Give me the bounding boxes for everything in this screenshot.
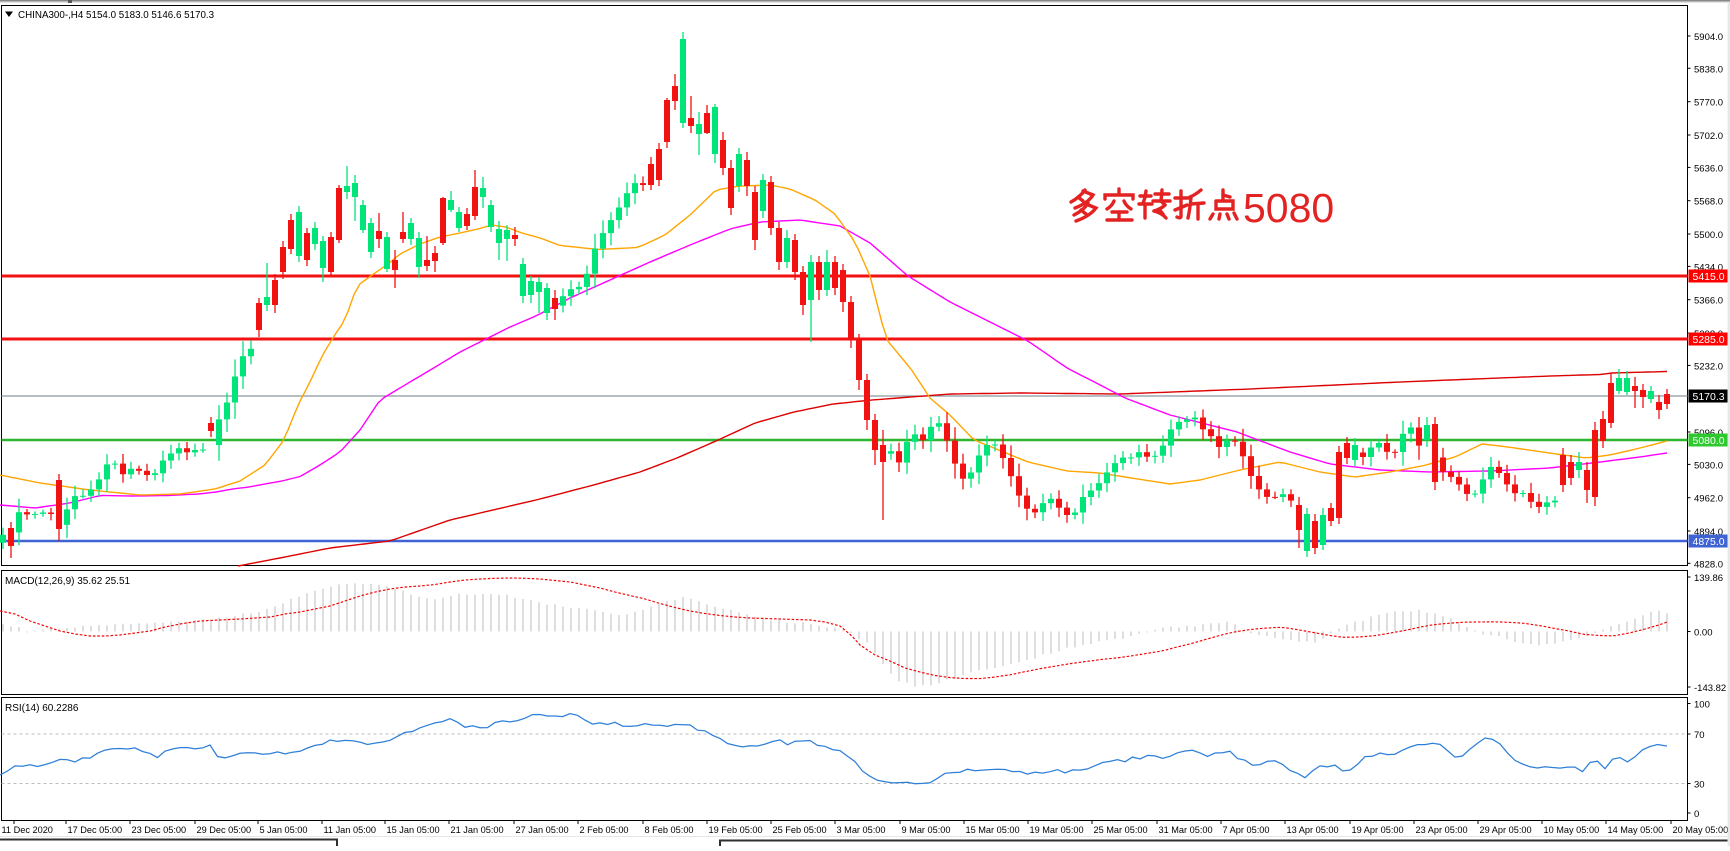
svg-text:9 Mar 05:00: 9 Mar 05:00 — [902, 825, 951, 835]
svg-text:5080: 5080 — [1243, 185, 1334, 231]
svg-text:11 Dec 2020: 11 Dec 2020 — [2, 825, 53, 835]
svg-text:21 Jan 05:00: 21 Jan 05:00 — [451, 825, 504, 835]
svg-text:5285.0: 5285.0 — [1693, 334, 1725, 346]
svg-text:5904.0: 5904.0 — [1694, 32, 1723, 43]
svg-text:70: 70 — [1694, 730, 1705, 741]
svg-text:31 Mar 05:00: 31 Mar 05:00 — [1159, 825, 1213, 835]
svg-text:-143.82: -143.82 — [1694, 683, 1726, 694]
svg-text:15 Mar 05:00: 15 Mar 05:00 — [966, 825, 1020, 835]
svg-text:13 Apr 05:00: 13 Apr 05:00 — [1287, 825, 1339, 835]
svg-text:29 Dec 05:00: 29 Dec 05:00 — [197, 825, 252, 835]
svg-text:10 May 05:00: 10 May 05:00 — [1544, 825, 1600, 835]
svg-text:5 Jan 05:00: 5 Jan 05:00 — [260, 825, 308, 835]
svg-text:20 May 05:00: 20 May 05:00 — [1673, 825, 1729, 835]
svg-text:19 Feb 05:00: 19 Feb 05:00 — [709, 825, 763, 835]
svg-text:17 Dec 05:00: 17 Dec 05:00 — [68, 825, 123, 835]
svg-text:25 Mar 05:00: 25 Mar 05:00 — [1094, 825, 1148, 835]
svg-text:5636.0: 5636.0 — [1694, 163, 1723, 174]
svg-text:4828.0: 4828.0 — [1694, 559, 1723, 570]
svg-text:23 Dec 05:00: 23 Dec 05:00 — [132, 825, 187, 835]
svg-text:5030.0: 5030.0 — [1694, 460, 1723, 471]
svg-text:MACD(12,26,9) 35.62 25.51: MACD(12,26,9) 35.62 25.51 — [5, 576, 131, 587]
svg-text:139.86: 139.86 — [1694, 573, 1723, 584]
svg-text:15 Jan 05:00: 15 Jan 05:00 — [387, 825, 440, 835]
svg-text:5568.0: 5568.0 — [1694, 197, 1723, 208]
svg-text:5702.0: 5702.0 — [1694, 131, 1723, 142]
svg-text:25 Feb 05:00: 25 Feb 05:00 — [773, 825, 827, 835]
svg-text:2 Feb 05:00: 2 Feb 05:00 — [580, 825, 629, 835]
svg-text:3 Mar 05:00: 3 Mar 05:00 — [837, 825, 886, 835]
svg-text:5080.0: 5080.0 — [1693, 435, 1725, 447]
svg-text:5170.3: 5170.3 — [1693, 391, 1725, 403]
svg-text:29 Apr 05:00: 29 Apr 05:00 — [1480, 825, 1532, 835]
svg-text:5500.0: 5500.0 — [1694, 230, 1723, 241]
svg-text:19 Mar 05:00: 19 Mar 05:00 — [1030, 825, 1084, 835]
svg-text:100: 100 — [1694, 700, 1710, 711]
svg-text:27 Jan 05:00: 27 Jan 05:00 — [516, 825, 569, 835]
svg-text:30: 30 — [1694, 780, 1705, 791]
svg-text:4962.0: 4962.0 — [1694, 494, 1723, 505]
svg-text:RSI(14) 60.2286: RSI(14) 60.2286 — [5, 703, 79, 714]
svg-text:0: 0 — [1694, 809, 1699, 820]
svg-text:14 May 05:00: 14 May 05:00 — [1608, 825, 1664, 835]
svg-text:CHINA300-,H4 5154.0 5183.0 51: CHINA300-,H4 5154.0 5183.0 5146.6 5170.3 — [18, 10, 215, 21]
svg-text:5366.0: 5366.0 — [1694, 296, 1723, 307]
svg-text:0.00: 0.00 — [1694, 628, 1713, 639]
svg-text:19 Apr 05:00: 19 Apr 05:00 — [1352, 825, 1404, 835]
svg-text:5770.0: 5770.0 — [1694, 98, 1723, 109]
svg-text:5415.0: 5415.0 — [1693, 271, 1725, 283]
svg-text:5232.0: 5232.0 — [1694, 361, 1723, 372]
svg-text:5838.0: 5838.0 — [1694, 64, 1723, 75]
svg-text:23 Apr 05:00: 23 Apr 05:00 — [1416, 825, 1468, 835]
svg-text:7 Apr 05:00: 7 Apr 05:00 — [1223, 825, 1270, 835]
svg-text:11 Jan 05:00: 11 Jan 05:00 — [324, 825, 376, 835]
svg-text:8 Feb 05:00: 8 Feb 05:00 — [645, 825, 694, 835]
svg-text:4875.0: 4875.0 — [1693, 536, 1725, 548]
